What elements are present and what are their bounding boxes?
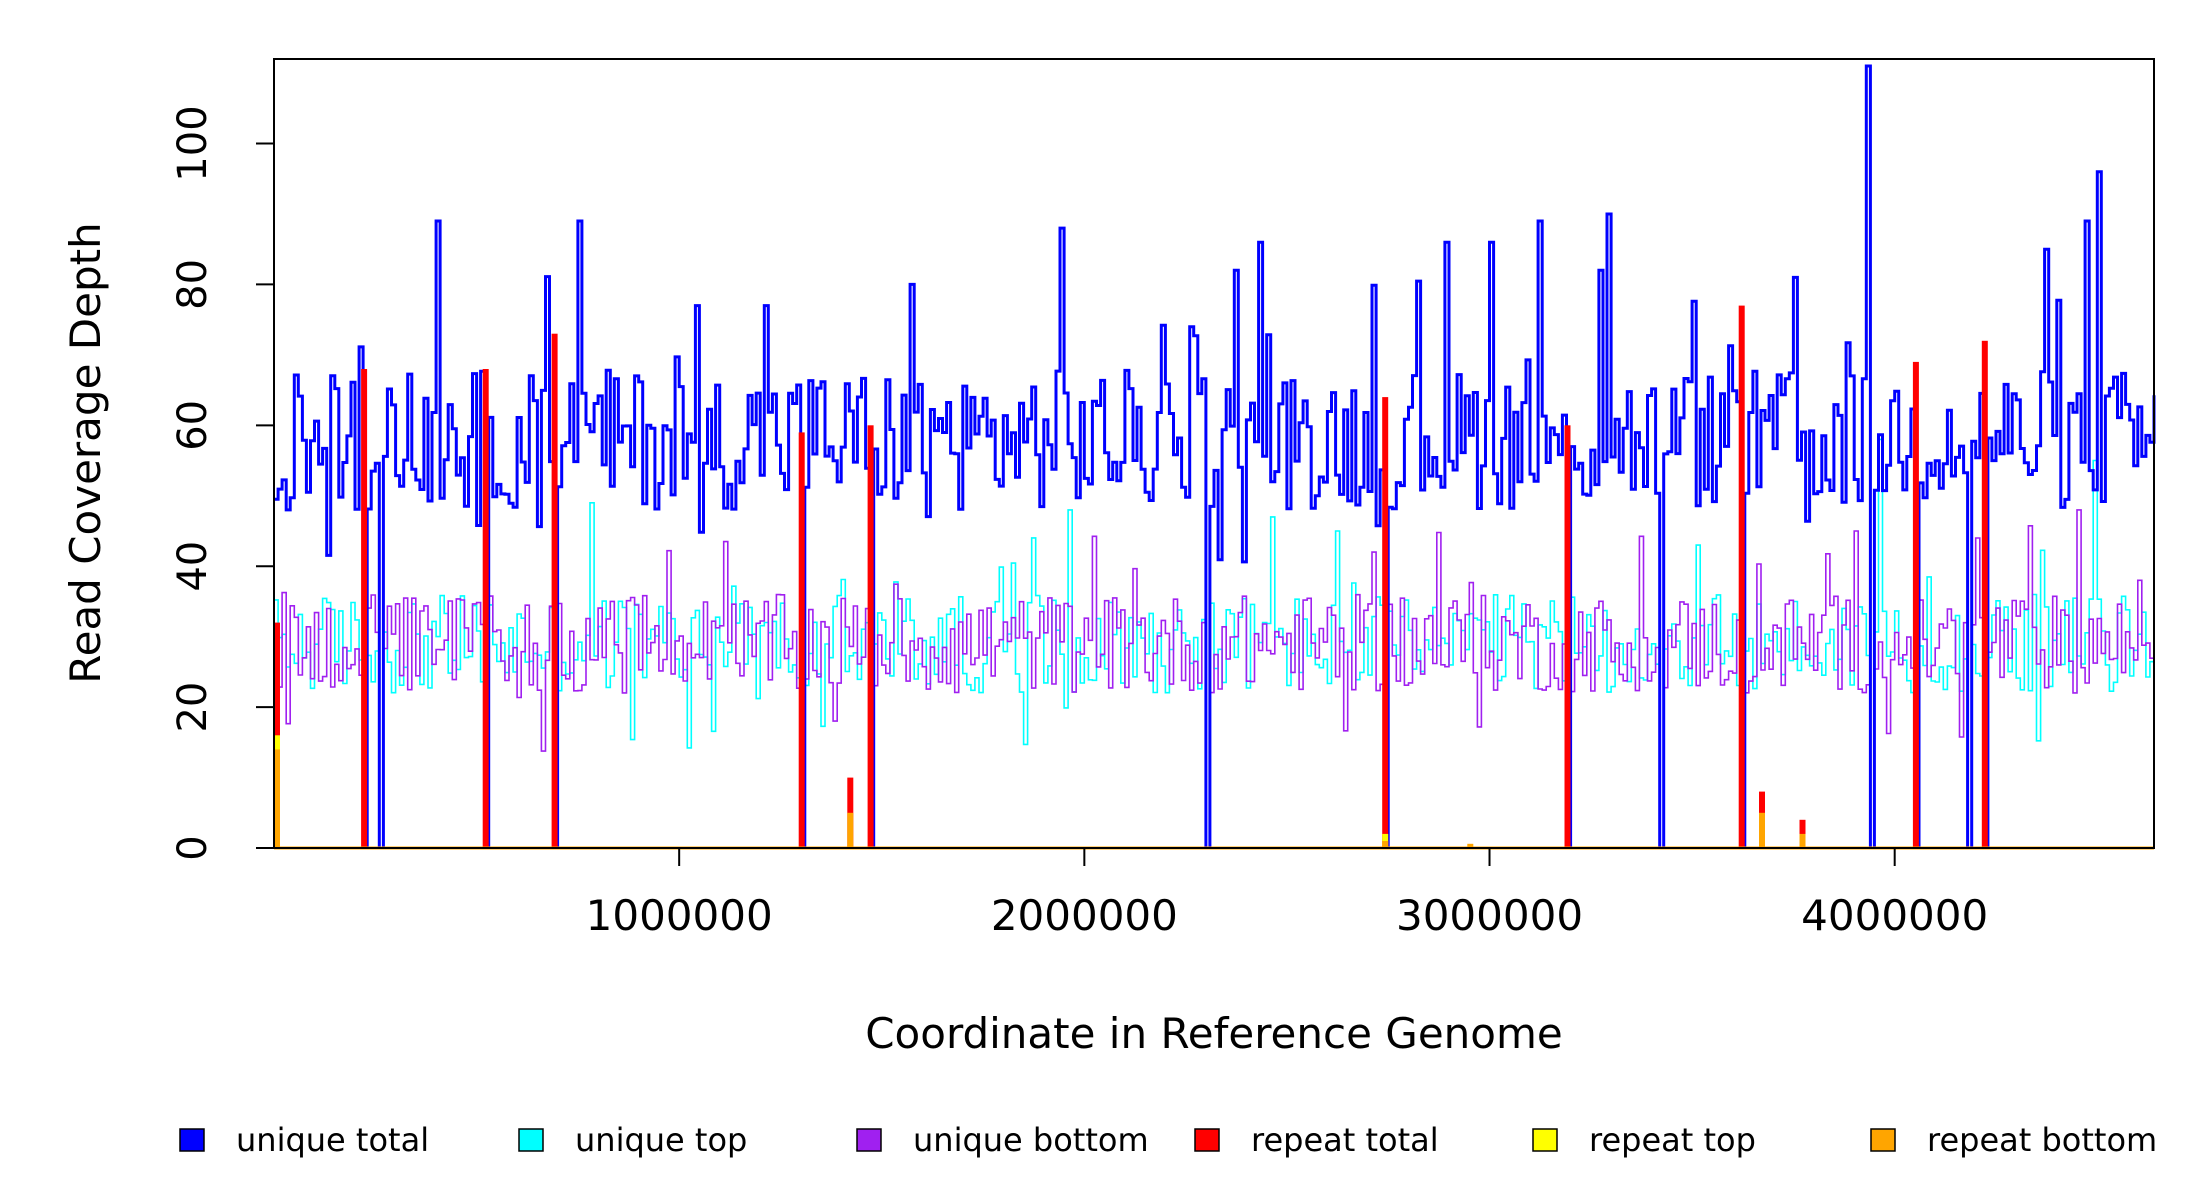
legend-swatch — [1532, 1128, 1558, 1152]
spike-repeat-bottom — [1467, 843, 1474, 848]
spike-repeat-total — [867, 425, 874, 848]
x-tick-label: 4000000 — [1801, 891, 1988, 940]
spike-repeat-total — [361, 369, 368, 848]
legend-item-unique-top: unique top — [518, 1121, 747, 1159]
legend-item-unique-total: unique total — [179, 1121, 429, 1159]
spike-repeat-total — [798, 432, 805, 848]
legend-item-repeat-bottom: repeat bottom — [1870, 1121, 2157, 1159]
y-tick-label: 60 — [170, 400, 216, 451]
y-tick-label: 40 — [170, 541, 216, 592]
legend-swatch — [1194, 1128, 1220, 1152]
spike-repeat-bottom — [1799, 833, 1806, 848]
spike-repeat-top — [1382, 833, 1389, 848]
spike-repeat-total — [1382, 397, 1389, 848]
legend-label: unique top — [575, 1121, 747, 1159]
series-line-unique-total — [274, 64, 2156, 850]
legend-label: repeat bottom — [1927, 1121, 2157, 1159]
legend: unique total unique top unique bottom repea… — [179, 1121, 2157, 1159]
series-line-unique-bottom — [274, 509, 2155, 849]
legend-label: repeat total — [1251, 1121, 1439, 1159]
x-tick-label: 2000000 — [991, 891, 1178, 940]
spike-repeat-total — [551, 333, 558, 848]
x-axis-label: Coordinate in Reference Genome — [865, 1009, 1563, 1058]
legend-swatch — [518, 1128, 544, 1152]
legend-label: unique total — [236, 1121, 429, 1159]
y-tick-label: 100 — [170, 105, 216, 181]
spike-repeat-total — [482, 369, 489, 848]
series-layer — [274, 64, 2156, 850]
spike-repeat-total — [1912, 361, 1919, 848]
legend-swatch — [1870, 1128, 1896, 1152]
legend-item-repeat-top: repeat top — [1532, 1121, 1756, 1159]
y-tick-label: 20 — [170, 682, 216, 733]
legend-swatch — [179, 1128, 205, 1152]
legend-label: repeat top — [1589, 1121, 1756, 1159]
legend-item-repeat-total: repeat total — [1194, 1121, 1439, 1159]
legend-item-unique-bottom: unique bottom — [856, 1121, 1149, 1159]
spike-repeat-total — [1738, 305, 1745, 849]
spike-repeat-bottom — [847, 812, 854, 848]
y-tick-label: 0 — [170, 835, 216, 860]
spike-repeat-total — [1981, 340, 1988, 848]
spike-repeat-bottom — [274, 749, 280, 848]
legend-swatch — [856, 1128, 882, 1152]
x-tick-label: 3000000 — [1396, 891, 1583, 940]
x-tick-label: 1000000 — [586, 891, 773, 940]
legend-label: unique bottom — [913, 1121, 1149, 1159]
axis-layer: 0 20 40 60 80 100 1000000 2000000 3000000 4000000 — [170, 105, 1988, 940]
spike-repeat-total — [1564, 425, 1571, 848]
spike-repeat-bottom — [1382, 841, 1389, 848]
y-tick-label: 80 — [170, 259, 216, 310]
y-axis-label: Read Coverage Depth — [61, 222, 110, 683]
spike-repeat-bottom — [1759, 812, 1765, 848]
